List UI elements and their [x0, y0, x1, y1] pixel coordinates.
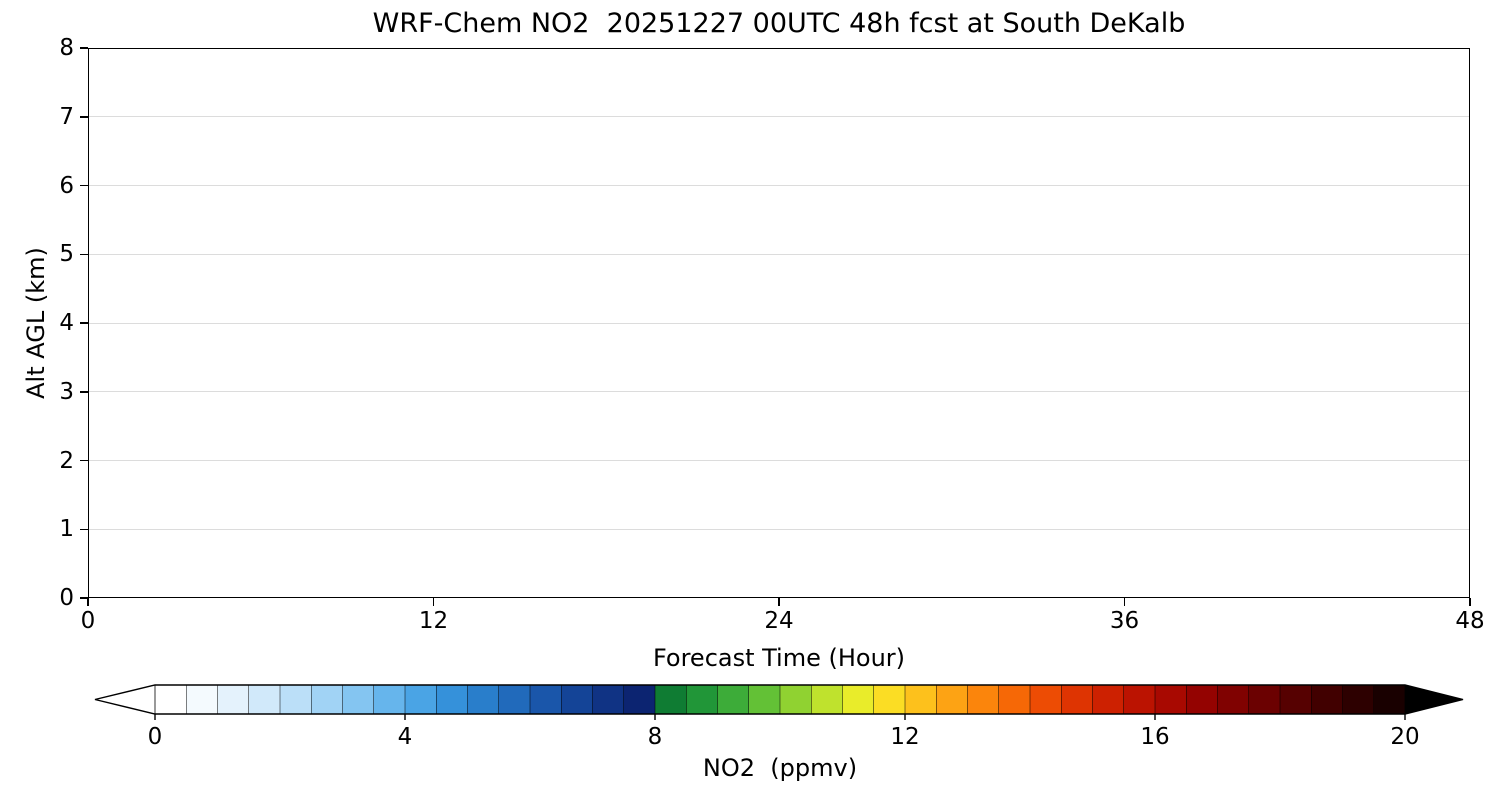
- colorbar-segment: [311, 685, 343, 714]
- colorbar-segment: [1311, 685, 1343, 714]
- x-tick-label: 48: [1455, 608, 1485, 634]
- y-tick-mark: [80, 47, 88, 49]
- colorbar-segment: [1342, 685, 1374, 714]
- colorbar-segment: [1092, 685, 1124, 714]
- y-tick-label: 0: [59, 585, 74, 611]
- gridline: [88, 185, 1470, 186]
- colorbar-segment: [1217, 685, 1249, 714]
- colorbar-segment: [936, 685, 968, 714]
- colorbar-segment: [1061, 685, 1093, 714]
- colorbar-segment: [873, 685, 905, 714]
- colorbar-segment: [248, 685, 280, 714]
- x-tick-label: 0: [80, 608, 96, 634]
- colorbar-segment: [1030, 685, 1062, 714]
- x-tick-mark: [87, 598, 89, 606]
- colorbar-tick-label: 12: [890, 724, 920, 750]
- colorbar-segment: [498, 685, 530, 714]
- colorbar-segment: [405, 685, 437, 714]
- colorbar-tick-label: 8: [647, 724, 663, 750]
- gridline: [88, 322, 1470, 324]
- colorbar-segment: [998, 685, 1030, 714]
- colorbar-label: NO2 (ppmv): [702, 754, 858, 782]
- gridline: [88, 391, 1470, 393]
- chart-title: WRF-Chem NO2 20251227 00UTC 48h fcst at …: [372, 8, 1186, 39]
- colorbar-segment: [905, 685, 937, 714]
- x-tick-mark: [1123, 598, 1126, 606]
- y-tick-mark: [80, 528, 88, 530]
- colorbar-segment: [530, 685, 562, 714]
- colorbar-segment: [373, 685, 405, 714]
- plot-area: [88, 48, 1470, 598]
- x-tick-label: 24: [764, 608, 794, 634]
- colorbar-segment: [1373, 685, 1405, 714]
- x-tick-label: 36: [1109, 608, 1140, 634]
- gridline: [88, 253, 1470, 255]
- colorbar-segment: [155, 685, 187, 714]
- x-tick-label: 12: [418, 608, 449, 634]
- colorbar-segment: [467, 685, 499, 714]
- colorbar-segment: [842, 685, 874, 714]
- colorbar-segment: [436, 685, 468, 714]
- colorbar-segment: [811, 685, 843, 714]
- y-tick-label: 5: [59, 241, 74, 268]
- colorbar-segment: [655, 685, 687, 714]
- gridline: [88, 460, 1470, 461]
- y-tick-mark: [80, 322, 88, 324]
- colorbar-tick-label: 4: [397, 724, 413, 750]
- y-tick-mark: [80, 253, 88, 255]
- y-tick-mark: [80, 391, 88, 393]
- colorbar-extend-max-arrow: [1405, 685, 1463, 714]
- colorbar-segment: [561, 685, 593, 714]
- colorbar-segment: [1123, 685, 1155, 714]
- y-tick-mark: [80, 116, 88, 118]
- colorbar-segment: [717, 685, 749, 714]
- x-tick-mark: [1469, 598, 1471, 606]
- y-tick-label: 3: [59, 378, 74, 405]
- colorbar-segment: [780, 685, 812, 714]
- colorbar-segment: [1248, 685, 1280, 714]
- colorbar-segment: [1280, 685, 1312, 714]
- colorbar-tick-label: 20: [1390, 724, 1420, 750]
- x-tick-mark: [778, 598, 780, 606]
- colorbar-tick-label: 16: [1140, 724, 1170, 750]
- colorbar-segment: [217, 685, 249, 714]
- colorbar-extend-min-arrow: [95, 685, 155, 714]
- y-tick-label: 6: [59, 172, 74, 199]
- gridline: [88, 116, 1470, 118]
- gridline: [88, 528, 1470, 530]
- colorbar-segment: [967, 685, 999, 714]
- colorbar-segment: [623, 685, 655, 714]
- y-tick-label: 4: [59, 310, 74, 336]
- colorbar-segment: [186, 685, 218, 714]
- colorbar-segment: [280, 685, 312, 714]
- colorbar-segment: [1186, 685, 1218, 714]
- y-tick-mark: [80, 459, 88, 462]
- colorbar-segment: [686, 685, 718, 714]
- x-tick-mark: [432, 598, 435, 606]
- y-tick-label: 7: [59, 103, 74, 130]
- colorbar-segment: [342, 685, 374, 714]
- y-tick-label: 8: [59, 35, 74, 61]
- colorbar: [94, 684, 1464, 720]
- y-tick-mark: [80, 597, 88, 599]
- y-tick-mark: [80, 184, 88, 187]
- colorbar-segment: [748, 685, 780, 714]
- y-tick-label: 1: [59, 516, 74, 543]
- x-axis-label: Forecast Time (Hour): [652, 644, 906, 672]
- colorbar-tick-label: 0: [147, 724, 163, 750]
- y-tick-label: 2: [59, 447, 74, 474]
- colorbar-segment: [1155, 685, 1187, 714]
- colorbar-segment: [592, 685, 624, 714]
